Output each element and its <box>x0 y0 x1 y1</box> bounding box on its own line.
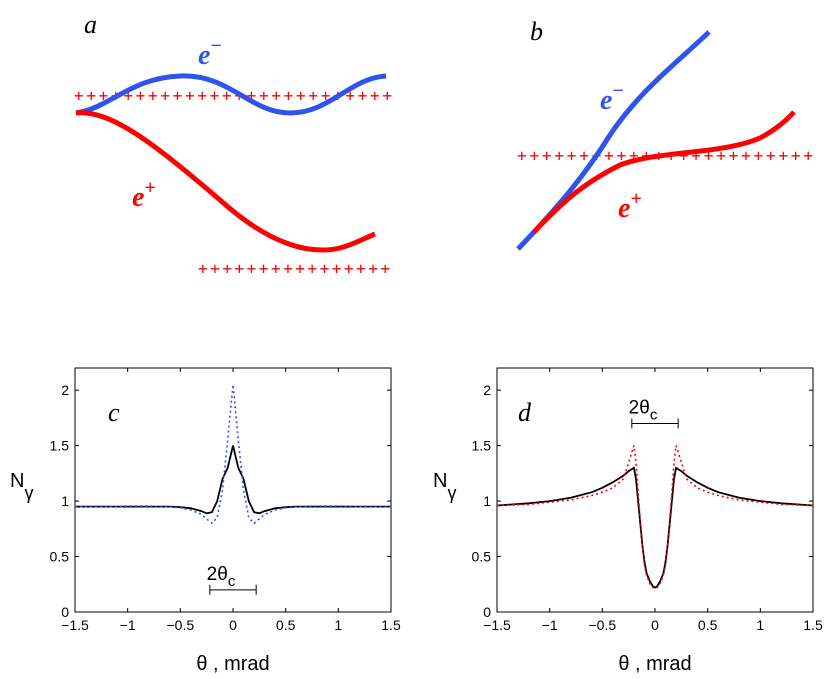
y-axis-title: Nγ <box>10 470 33 503</box>
x-axis-title: θ , mrad <box>618 653 691 675</box>
annotation-label: 2θc <box>207 564 236 590</box>
panel-a-electron-trajectory <box>75 73 387 116</box>
x-tick-label: 0 <box>229 617 237 633</box>
y-axis-title-main: N <box>10 470 24 492</box>
x-tick-label: 1.5 <box>803 617 823 633</box>
panel-b-positron-label: e+ <box>618 188 642 224</box>
x-tick-label: 1 <box>756 617 764 633</box>
x-tick-label: −1 <box>542 617 558 633</box>
x-tick-label: 0 <box>651 617 659 633</box>
y-tick-label: 2 <box>61 382 69 398</box>
panel-b: b ++++++++++++++++++++++++ e− e+ <box>516 17 813 251</box>
y-axis-title-main: N <box>433 470 447 492</box>
chart-panel-label: c <box>108 398 120 427</box>
x-tick-label: −1.5 <box>61 617 89 633</box>
chart-panel-label: d <box>518 398 532 427</box>
y-axis-title: Nγ <box>433 470 456 503</box>
panel-a-positron-trajectory <box>75 110 376 253</box>
chart-panel-c: −1.5 −1 −0.5 0 0.5 1 1.500.511.52θ , mradNγc2θ… <box>10 367 401 675</box>
y-tick-label: 0 <box>61 604 69 620</box>
y-tick-label: 0.5 <box>472 549 492 565</box>
x-tick-label: −1 <box>120 617 136 633</box>
x-tick-label: 0.5 <box>276 617 296 633</box>
chart-panel-d: −1.5 −1 −0.5 0 0.5 1 1.5 0 0.5 1 1.5 2 θ , mrad Nγ d 2θ… <box>433 367 823 675</box>
panel-b-electron-label: e− <box>600 80 624 116</box>
panel-b-label: b <box>530 17 543 46</box>
x-tick-label: −1.5 <box>483 617 511 633</box>
series-measured <box>75 384 391 525</box>
y-tick-label: 1.5 <box>472 438 492 454</box>
plot-frame <box>496 367 814 613</box>
annotation-label-main: 2θ <box>207 564 228 585</box>
y-tick-label: 0 <box>483 604 491 620</box>
panel-a-label: a <box>84 10 97 39</box>
x-tick-label: −0.5 <box>167 617 195 633</box>
y-tick-label: 1 <box>483 493 491 509</box>
panel-a-positron-label: e+ <box>132 177 156 213</box>
x-tick-label: 0.5 <box>698 617 718 633</box>
panel-a: a ++++++++++++++++++++++++++ +++++++++++… <box>74 10 392 278</box>
y-axis-title-sub: γ <box>447 483 456 503</box>
y-axis-title-sub: γ <box>24 483 33 503</box>
panel-a-lower-crystal-row: ++++++++++++++++ <box>198 259 390 278</box>
y-tick-label: 1 <box>61 493 69 509</box>
annotation-label: 2θc <box>629 397 658 423</box>
panel-a-electron-label: e− <box>198 35 222 71</box>
annotation-label-main: 2θ <box>629 397 650 418</box>
x-tick-label: 1.5 <box>381 617 401 633</box>
x-tick-label: −0.5 <box>589 617 617 633</box>
series-calculated <box>75 445 391 515</box>
series-calculated <box>496 466 814 589</box>
y-tick-label: 1.5 <box>50 438 70 454</box>
x-tick-label: 1 <box>334 617 342 633</box>
y-tick-label: 0.5 <box>50 549 70 565</box>
y-tick-label: 2 <box>483 382 491 398</box>
series-measured <box>496 445 814 590</box>
x-axis-title: θ , mrad <box>196 653 269 675</box>
annotation-label-sub: c <box>228 573 236 590</box>
annotation-label-sub: c <box>650 406 658 423</box>
panel-b-positron-trajectory <box>532 110 796 234</box>
